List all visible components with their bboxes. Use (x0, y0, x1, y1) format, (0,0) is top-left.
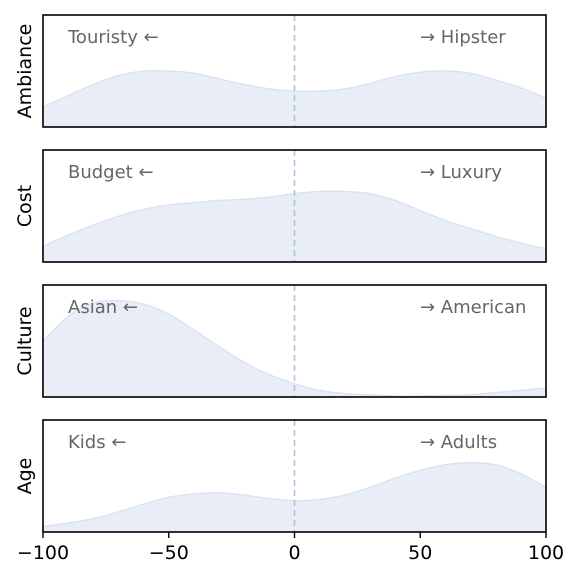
x-tick-label: 50 (408, 542, 432, 564)
y-axis-label: Age (14, 458, 36, 495)
left-pole-label: Asian ← (68, 297, 138, 318)
panel-frame (42, 14, 547, 128)
panel-culture: Asian ← → American Culture (14, 284, 547, 398)
x-tick-label: −50 (149, 542, 189, 564)
y-axis-label: Cost (14, 185, 36, 227)
y-axis-label: Culture (14, 306, 36, 375)
right-pole-label: → Luxury (420, 162, 502, 183)
right-pole-label: → American (420, 297, 526, 318)
panels-group: Touristy ← → Hipster Ambiance Budget ← → Lux… (14, 14, 547, 533)
density-area-cost (42, 190, 547, 263)
panel-ambiance: Touristy ← → Hipster Ambiance (14, 14, 547, 128)
y-axis-label: Ambiance (14, 24, 36, 119)
panel-frame (42, 149, 547, 263)
panel-frame (42, 284, 547, 398)
panel-age: Kids ← → Adults Age (14, 419, 547, 533)
left-pole-label: Budget ← (68, 162, 154, 183)
panel-cost: Budget ← → Luxury Cost (14, 149, 547, 263)
x-tick-label: 100 (528, 542, 564, 564)
x-axis: −100 −50 0 50 100 (17, 532, 564, 564)
left-pole-label: Kids ← (68, 432, 126, 453)
x-tick-label: −100 (17, 542, 69, 564)
right-pole-label: → Adults (420, 432, 497, 453)
density-area-culture (42, 299, 547, 398)
left-pole-label: Touristy ← (67, 27, 159, 48)
x-tick-label: 0 (288, 542, 300, 564)
density-area-age (42, 461, 547, 533)
right-pole-label: → Hipster (420, 27, 506, 48)
